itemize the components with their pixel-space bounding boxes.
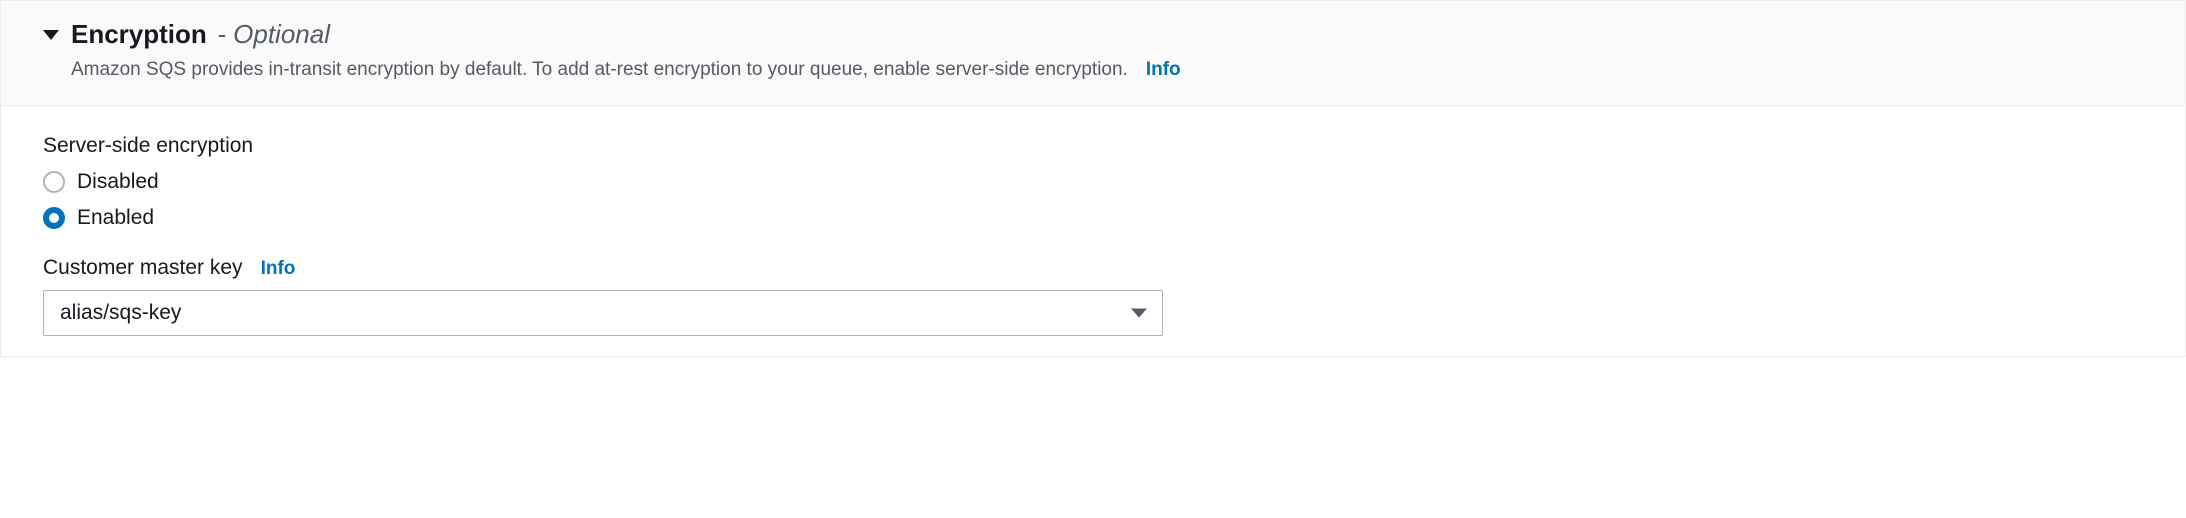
panel-title: Encryption [71, 19, 207, 49]
radio-icon-selected [43, 207, 65, 229]
panel-title-wrap: Encryption - Optional [71, 19, 330, 50]
cmk-label: Customer master key [43, 256, 243, 280]
radio-enabled-label: Enabled [77, 206, 154, 230]
radio-disabled-label: Disabled [77, 170, 159, 194]
sse-label: Server-side encryption [43, 134, 2143, 158]
radio-icon [43, 171, 65, 193]
panel-desc-row: Amazon SQS provides in-transit encryptio… [71, 56, 2151, 85]
cmk-info-link[interactable]: Info [261, 258, 296, 280]
panel-body: Server-side encryption Disabled Enabled … [1, 106, 2185, 356]
radio-disabled[interactable]: Disabled [43, 170, 2143, 194]
panel-header: Encryption - Optional Amazon SQS provide… [1, 1, 2185, 106]
cmk-select-value: alias/sqs-key [60, 301, 181, 325]
cmk-select[interactable]: alias/sqs-key [43, 290, 1163, 336]
cmk-select-wrap: alias/sqs-key [43, 290, 1163, 336]
caret-down-icon [43, 30, 59, 40]
panel-description: Amazon SQS provides in-transit encryptio… [71, 56, 1128, 85]
info-link[interactable]: Info [1146, 59, 1181, 81]
encryption-panel: Encryption - Optional Amazon SQS provide… [0, 0, 2186, 357]
cmk-label-row: Customer master key Info [43, 256, 2143, 280]
panel-title-suffix: - Optional [217, 19, 330, 49]
radio-enabled[interactable]: Enabled [43, 206, 2143, 230]
cmk-field: Customer master key Info alias/sqs-key [43, 256, 2143, 336]
sse-field: Server-side encryption Disabled Enabled [43, 134, 2143, 230]
panel-title-row[interactable]: Encryption - Optional [43, 19, 2151, 50]
